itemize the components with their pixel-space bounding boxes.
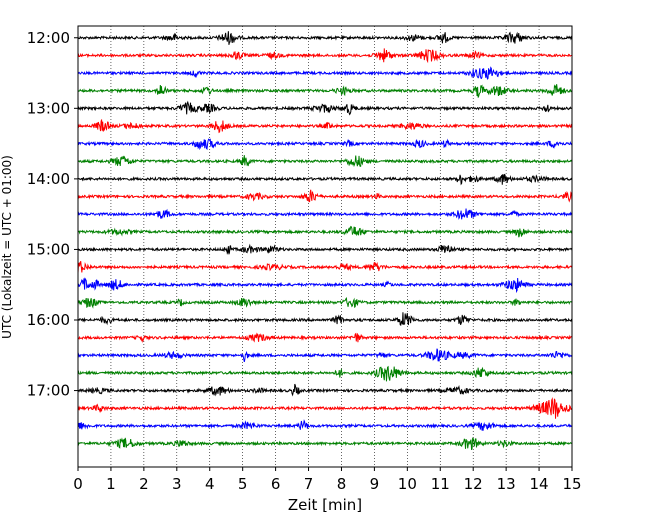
trace-1530 [77,277,573,294]
trace-1515 [77,261,573,273]
x-tick-label-3: 3 [172,475,182,493]
x-tick-label-8: 8 [337,475,347,493]
trace-1230 [77,66,573,80]
x-tick-label-11: 11 [431,475,450,493]
trace-1700 [77,383,573,397]
trace-1215 [77,48,573,64]
y-tick-label-1700: 17:00 [27,382,70,400]
x-tick-label-1: 1 [106,475,116,493]
y-tick-label-1300: 13:00 [27,99,70,117]
trace-1315 [77,119,573,134]
trace-1630 [77,348,573,362]
trace-1400 [77,173,573,186]
x-tick-label-14: 14 [530,475,549,493]
x-tick-label-13: 13 [497,475,516,493]
trace-1715 [77,397,573,419]
x-tick-label-4: 4 [205,475,215,493]
y-tick-label-1200: 12:00 [27,29,70,47]
trace-1415 [77,189,573,203]
trace-1615 [77,332,573,343]
y-tick-label-1500: 15:00 [27,240,70,258]
x-tick-label-12: 12 [464,475,483,493]
x-tick-label-10: 10 [398,475,417,493]
trace-1200 [77,31,573,45]
x-tick-label-9: 9 [370,475,380,493]
trace-1645 [77,365,573,382]
x-tick-label-5: 5 [238,475,248,493]
y-axis-label: UTC (Lokalzeit = UTC + 01:00) [0,155,14,339]
trace-1330 [77,138,573,151]
y-tick-label-1600: 16:00 [27,311,70,329]
x-tick-label-15: 15 [562,475,581,493]
x-tick-label-0: 0 [73,475,83,493]
trace-1300 [77,100,573,116]
x-axis-ticks: 0 1 2 3 4 5 6 7 8 9 10 11 12 13 14 15 [73,467,582,493]
x-tick-label-7: 7 [304,475,314,493]
trace-1445 [77,225,573,238]
trace-1500 [77,243,573,255]
trace-layer [77,31,573,451]
trace-1600 [77,312,573,326]
x-axis-label: Zeit [min] [288,496,362,514]
x-tick-label-6: 6 [271,475,281,493]
plot-frame [77,25,573,468]
trace-1745 [77,437,573,451]
x-tick-label-2: 2 [139,475,149,493]
y-tick-label-1400: 14:00 [27,170,70,188]
trace-1345 [77,155,573,168]
trace-1430 [77,208,573,220]
trace-1545 [77,297,573,309]
trace-1245 [77,84,573,98]
trace-1730 [77,419,573,431]
y-axis-ticks: 12:00 13:00 14:00 15:00 16:00 17:00 [27,29,78,400]
